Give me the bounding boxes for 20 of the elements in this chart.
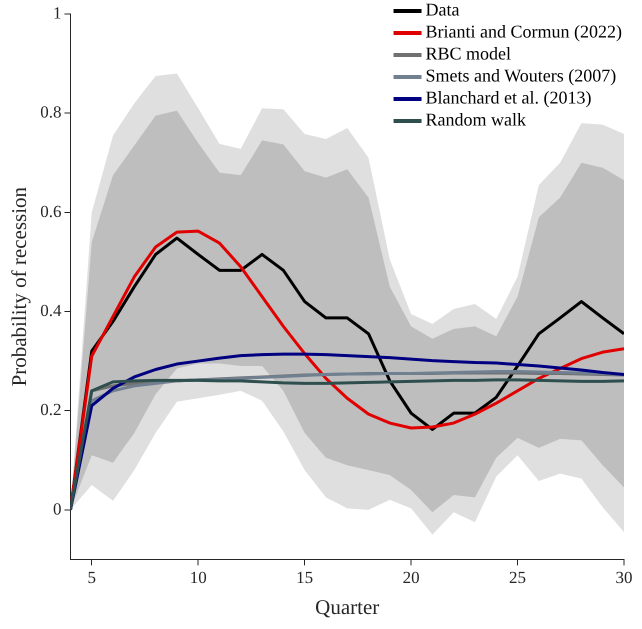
y-tick-label: 1 xyxy=(52,3,62,22)
y-tick-label: 0.4 xyxy=(40,300,62,320)
y-axis-title: Probability of recession xyxy=(7,186,32,386)
legend-label: Random walk xyxy=(426,110,526,130)
x-tick-label: 10 xyxy=(190,568,207,588)
y-tick-label: 0.2 xyxy=(40,400,62,420)
x-tick-label: 25 xyxy=(509,568,526,588)
x-axis-title: Quarter xyxy=(315,594,380,619)
y-tick-label: 0.6 xyxy=(40,202,62,221)
x-tick-label: 30 xyxy=(616,568,632,588)
legend-label: Data xyxy=(426,0,460,20)
x-tick-label: 15 xyxy=(296,568,314,588)
x-tick-label: 5 xyxy=(87,568,96,588)
y-tick-label: 0.8 xyxy=(40,102,62,122)
x-tick-label: 20 xyxy=(402,568,420,588)
legend-label: Smets and Wouters (2007) xyxy=(426,66,616,86)
legend-label: RBC model xyxy=(426,44,512,64)
legend-label: Brianti and Cormun (2022) xyxy=(426,22,622,42)
y-tick-label: 0 xyxy=(52,499,62,518)
legend-label: Blanchard et al. (2013) xyxy=(426,88,592,108)
